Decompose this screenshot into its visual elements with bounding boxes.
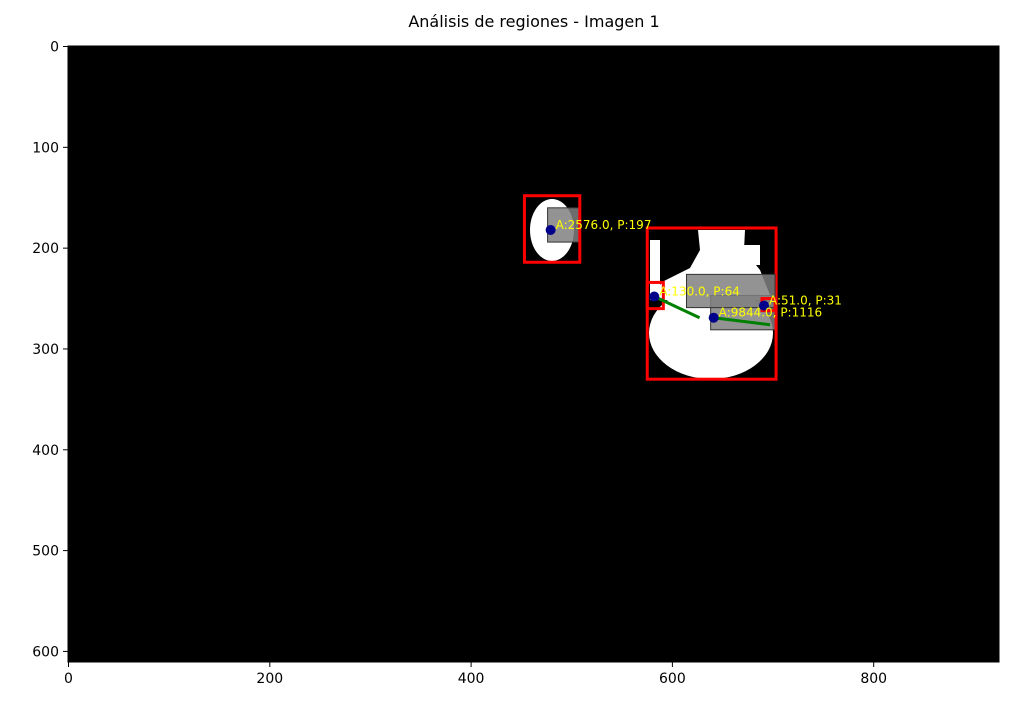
centroid [758,300,769,311]
centroid [708,312,719,323]
x-tick-label: 800 [860,671,887,687]
y-tick-label: 200 [32,241,59,257]
y-tick-label: 100 [32,140,59,156]
region-label: A:51.0, P:31 [769,294,842,308]
blob [650,240,660,300]
centroid [649,291,660,302]
axes-frame [67,45,1000,663]
image-background [68,46,999,662]
bounding-box [645,280,665,311]
x-tick-label: 0 [64,671,73,687]
orientation-line [713,316,771,327]
y-tick-label: 300 [32,342,59,358]
region-label: A:2576.0, P:197 [556,218,652,232]
y-tick-label: 500 [32,544,59,560]
y-tick-label: 0 [50,40,59,56]
region-label: A:130.0, P:64 [659,285,740,299]
region-label: A:9844.0, P:1116 [719,306,822,320]
orientation-line [653,295,701,320]
chart-title: Análisis de regiones - Imagen 1 [408,12,659,31]
minor-box [685,273,776,309]
x-tick-label: 600 [659,671,686,687]
y-tick-label: 400 [32,443,59,459]
clip-cover [0,662,1014,713]
x-tick-label: 200 [256,671,283,687]
bounding-box [522,194,582,264]
minor-box [547,207,581,243]
centroid [545,224,556,235]
x-tick-label: 400 [458,671,485,687]
y-tick-label: 600 [32,644,59,660]
blob [730,245,760,265]
